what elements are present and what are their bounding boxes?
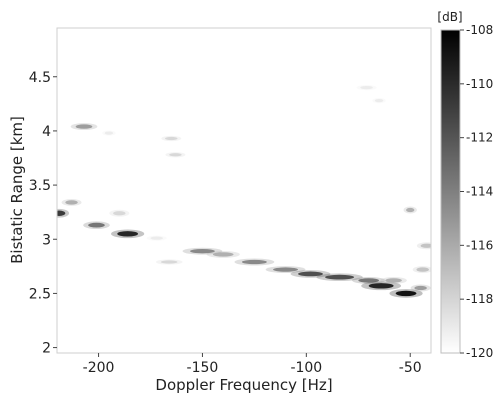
x-axis-label: Doppler Frequency [Hz] [155,376,332,394]
y-tick-label: 4 [42,124,51,140]
heatmap-blob [88,222,105,228]
colorbar-tick-label: -110 [466,77,493,91]
colorbar-label: [dB] [437,10,462,24]
heatmap-blob [75,124,93,129]
y-tick-label: 2 [42,341,51,357]
heatmap-blob [420,243,431,248]
heatmap-blob [385,278,402,283]
plot-frame [56,27,432,354]
heatmap-blob [325,274,355,280]
y-tick-label: 2.5 [29,286,51,302]
heatmap [57,84,431,298]
colorbar-ticks: -108 -110 -112 -114 -116 -118 -120 [460,23,493,360]
plot-area [57,28,431,353]
heatmap-blob [416,267,429,272]
heatmap-blob [113,211,126,216]
heatmap-blob [189,249,215,254]
y-axis-label: Bistatic Range [km] [8,116,26,264]
x-tick-label: -100 [290,360,322,376]
y-tick-label: 4.5 [29,70,51,86]
x-tick-label: -50 [399,360,422,376]
heatmap-blob [169,153,182,157]
y-tick-label: 3.5 [29,178,51,194]
heatmap-blob [57,210,66,216]
colorbar-tick-label: -120 [466,346,493,360]
colorbar-tick-label: -116 [466,238,493,252]
heatmap-blob [358,278,380,283]
colorbar-tick-label: -108 [466,23,493,37]
heatmap-blob [104,131,114,135]
heatmap-blob [414,285,427,291]
y-axis-ticks: 2 2.5 3 3.5 4 4.5 [29,70,57,357]
colorbar-tick-label: -118 [466,292,493,306]
colorbar-tick-label: -112 [466,131,493,145]
y-tick-label: 3 [42,232,51,248]
heatmap-blob [65,200,78,205]
colorbar-tick-label: -114 [466,185,493,199]
heatmap-blob [374,98,384,103]
heatmap-blob [408,188,417,193]
heatmap-blob [165,136,178,141]
heatmap-blob [150,236,163,240]
heatmap-blob [395,290,417,297]
heatmap-blob [212,252,234,257]
heatmap-blob [273,267,299,272]
heatmap-blob [368,283,394,289]
x-tick-label: -150 [187,360,219,376]
x-axis-ticks: -200 -150 -100 -50 [83,353,422,376]
heatmap-blob [117,231,139,237]
heatmap-blob [160,260,178,264]
heatmap-blob [241,259,267,265]
colorbar [440,29,461,354]
heatmap-blob [360,85,373,90]
heatmap-blob [406,207,415,213]
heatmap-blob [298,271,323,277]
x-tick-label: -200 [83,360,115,376]
